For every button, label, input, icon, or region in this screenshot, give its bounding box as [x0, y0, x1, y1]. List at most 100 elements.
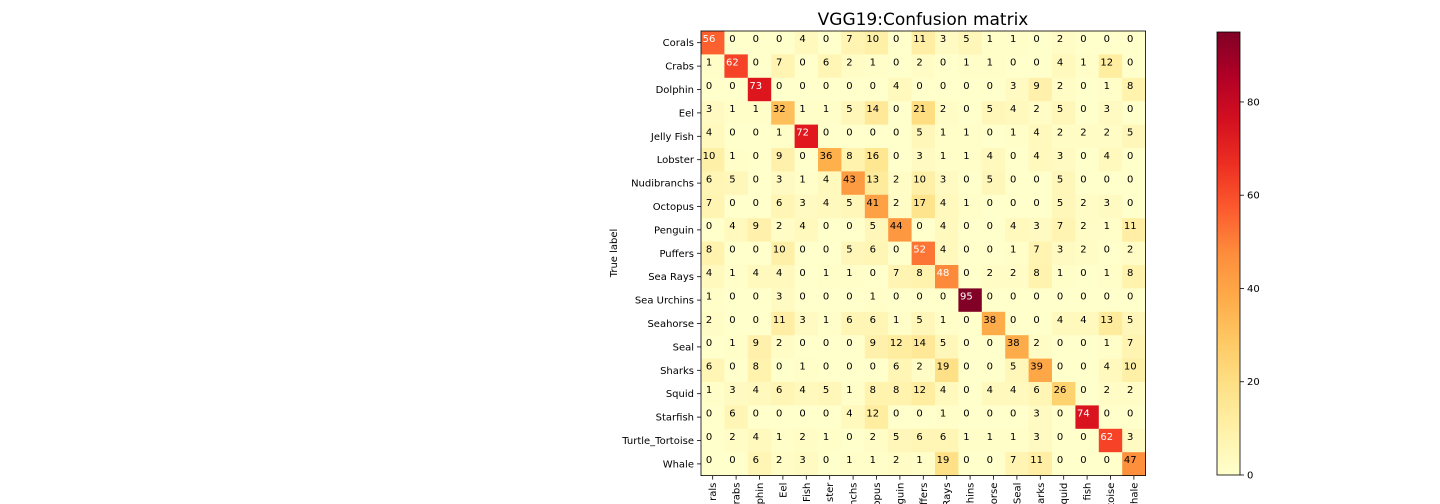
heatmap-cell [935, 31, 959, 55]
cell-value-label: 7 [1127, 338, 1133, 349]
cell-value-label: 0 [1010, 57, 1016, 68]
cell-value-label: 0 [799, 151, 805, 162]
cell-value-label: 1 [940, 408, 946, 419]
cell-value-label: 8 [916, 268, 922, 279]
cell-value-label: 0 [987, 198, 993, 209]
colorbar-tick-label: 0 [1247, 471, 1253, 482]
cell-value-label: 0 [799, 81, 805, 92]
x-tick-label: fish [1083, 483, 1094, 501]
y-tick-label: Corals [663, 38, 694, 49]
x-tick-label: nchs [849, 483, 860, 504]
heatmap-cell [724, 405, 749, 430]
cell-value-label: 0 [1080, 362, 1086, 373]
heatmap-cell [818, 311, 842, 336]
cell-value-label: 0 [823, 81, 829, 92]
cell-value-label: 0 [987, 245, 993, 256]
heatmap-cell [794, 218, 819, 242]
heatmap-cell [1075, 31, 1100, 55]
cell-value-label: 5 [916, 128, 922, 139]
heatmap-cell [747, 101, 772, 125]
heatmap-cell [1098, 194, 1123, 219]
cell-value-label: 0 [987, 221, 993, 232]
cell-value-label: 0 [940, 291, 946, 302]
cell-value-label: 1 [1104, 268, 1110, 279]
cell-value-label: 0 [823, 34, 829, 45]
cell-value-label: 6 [776, 385, 782, 396]
cell-value-label: 0 [823, 362, 829, 373]
heatmap-cell [701, 452, 725, 476]
cell-value-label: 0 [1127, 34, 1133, 45]
heatmap-cell [911, 288, 936, 313]
cell-value-label: 36 [820, 151, 833, 162]
cell-value-label: 4 [776, 268, 782, 279]
cell-value-label: 3 [776, 291, 782, 302]
heatmap-cell [1098, 101, 1123, 125]
heatmap-cell [1052, 265, 1076, 289]
heatmap-cell [1075, 335, 1100, 359]
heatmap-cell [864, 335, 889, 359]
heatmap-cell [818, 218, 842, 242]
cell-value-label: 0 [753, 151, 759, 162]
x-tick-label: hale [1129, 483, 1140, 504]
cell-value-label: 1 [823, 104, 829, 115]
cell-value-label: 0 [963, 315, 969, 326]
cell-value-label: 4 [823, 174, 829, 185]
heatmap-cell [747, 77, 772, 102]
heatmap-cell [1075, 54, 1100, 79]
heatmap-cell [724, 194, 749, 219]
heatmap-cell [1075, 241, 1100, 266]
cell-value-label: 1 [1104, 338, 1110, 349]
heatmap-cell [1005, 382, 1029, 406]
cell-value-label: 6 [940, 432, 946, 443]
heatmap-cell [701, 101, 725, 125]
cell-value-label: 19 [937, 362, 950, 373]
heatmap-cell [1005, 265, 1029, 289]
heatmap-cell [794, 31, 819, 55]
cell-value-label: 26 [1054, 385, 1067, 396]
cell-value-label: 0 [729, 34, 735, 45]
heatmap-cell [794, 194, 819, 219]
heatmap-cell [841, 405, 866, 430]
heatmap-cell [747, 54, 772, 79]
heatmap-cell [724, 77, 749, 102]
cell-value-label: 1 [823, 432, 829, 443]
cell-value-label: 95 [960, 291, 973, 302]
heatmap-cell [724, 335, 749, 359]
heatmap-cell [1005, 428, 1029, 453]
heatmap-cell [794, 124, 819, 149]
cell-value-label: 2 [1104, 128, 1110, 139]
heatmap-cell [841, 311, 866, 336]
heatmap-cell [888, 124, 912, 149]
cell-value-label: 56 [703, 34, 716, 45]
cell-value-label: 0 [1080, 34, 1086, 45]
cell-value-label: 6 [893, 362, 899, 373]
cell-value-label: 39 [1030, 362, 1043, 373]
heatmap-cell [701, 265, 725, 289]
cell-value-label: 2 [1080, 221, 1086, 232]
cell-value-label: 1 [1010, 34, 1016, 45]
heatmap-cell [701, 382, 725, 406]
cell-value-label: 3 [799, 455, 805, 466]
cell-value-label: 0 [1010, 315, 1016, 326]
cell-value-label: 0 [1127, 174, 1133, 185]
cell-value-label: 0 [987, 128, 993, 139]
cell-value-label: 3 [916, 151, 922, 162]
cell-value-label: 7 [1010, 455, 1016, 466]
cell-value-label: 0 [706, 408, 712, 419]
heatmap-cell [771, 124, 795, 149]
cell-value-label: 3 [1104, 104, 1110, 115]
heatmap-cell [794, 101, 819, 125]
heatmap-cell [1098, 241, 1123, 266]
heatmap-cell [794, 171, 819, 196]
x-tick-label: opus [872, 483, 883, 504]
heatmap-cell [1052, 428, 1076, 453]
y-tick-label: Sea Urchins [635, 296, 694, 307]
heatmap-cell [888, 428, 912, 453]
cell-value-label: 2 [893, 455, 899, 466]
y-tick-label: Sea Rays [648, 272, 694, 283]
cell-value-label: 2 [1057, 81, 1063, 92]
cell-value-label: 0 [706, 81, 712, 92]
cell-value-label: 1 [729, 338, 735, 349]
cell-value-label: 0 [1010, 198, 1016, 209]
cell-value-label: 8 [753, 362, 759, 373]
